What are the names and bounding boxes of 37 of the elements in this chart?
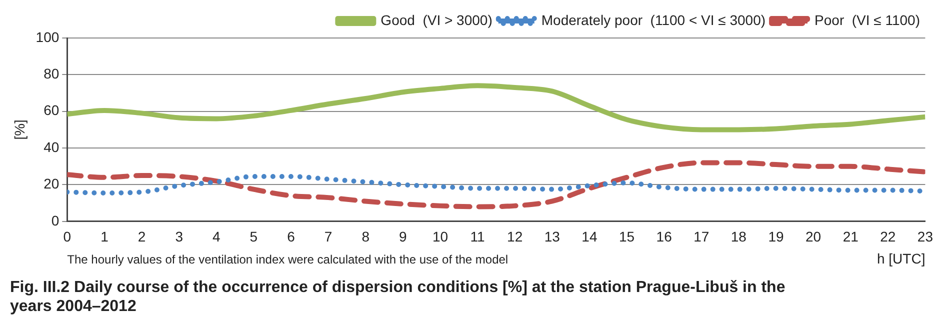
- y-tick-label: 20: [44, 176, 60, 192]
- x-tick-label: 21: [842, 228, 859, 245]
- legend-label: Poor (VI ≤ 1100): [814, 12, 920, 28]
- x-tick-label: 11: [470, 228, 486, 245]
- x-tick-label: 2: [138, 228, 146, 245]
- text: Fig. III.2 Daily course of the occurrence of dispersion conditions [%] at the station Prague-Libuš in the years 2004–2012: [9, 278, 786, 316]
- legend-label: Moderately poor (1100 < VI ≤ 3000): [541, 12, 766, 28]
- y-tick-label: 80: [44, 66, 60, 82]
- text: The hourly values of the ventilation index were calculated with the use of the model: [67, 252, 508, 266]
- y-tick-label: 100: [36, 28, 60, 45]
- x-tick-label: 20: [806, 228, 822, 245]
- x-tick-label: 12: [507, 228, 523, 245]
- x-tick-label: 17: [694, 228, 710, 245]
- x-tick-label: 15: [618, 228, 635, 245]
- x-tick-label: 3: [175, 228, 184, 245]
- x-tick-label: 10: [432, 228, 448, 245]
- y-tick-label: 60: [44, 102, 60, 118]
- x-tick-label: 5: [250, 228, 258, 245]
- x-axis-title: h [UTC]: [876, 250, 926, 266]
- x-tick-label: 23: [917, 228, 934, 245]
- x-tick-label: 18: [730, 228, 747, 245]
- x-tick-label: 1: [100, 228, 109, 245]
- x-tick-label: 6: [287, 228, 296, 245]
- y-axis-title: [%]: [11, 120, 28, 140]
- y-tick-label: 40: [44, 138, 60, 155]
- x-tick-label: 19: [768, 228, 784, 245]
- x-tick-label: 0: [63, 228, 72, 245]
- x-tick-label: 7: [324, 228, 332, 245]
- x-tick-label: 13: [544, 228, 560, 245]
- x-tick-label: 8: [362, 228, 370, 245]
- x-tick-label: 14: [582, 228, 598, 245]
- y-tick-label: 0: [51, 212, 60, 228]
- x-tick-label: 9: [399, 228, 408, 245]
- x-tick-label: 22: [880, 228, 896, 245]
- x-tick-label: 16: [656, 228, 672, 245]
- x-tick-label: 4: [212, 228, 220, 245]
- legend-label: Good (VI > 3000): [380, 12, 492, 28]
